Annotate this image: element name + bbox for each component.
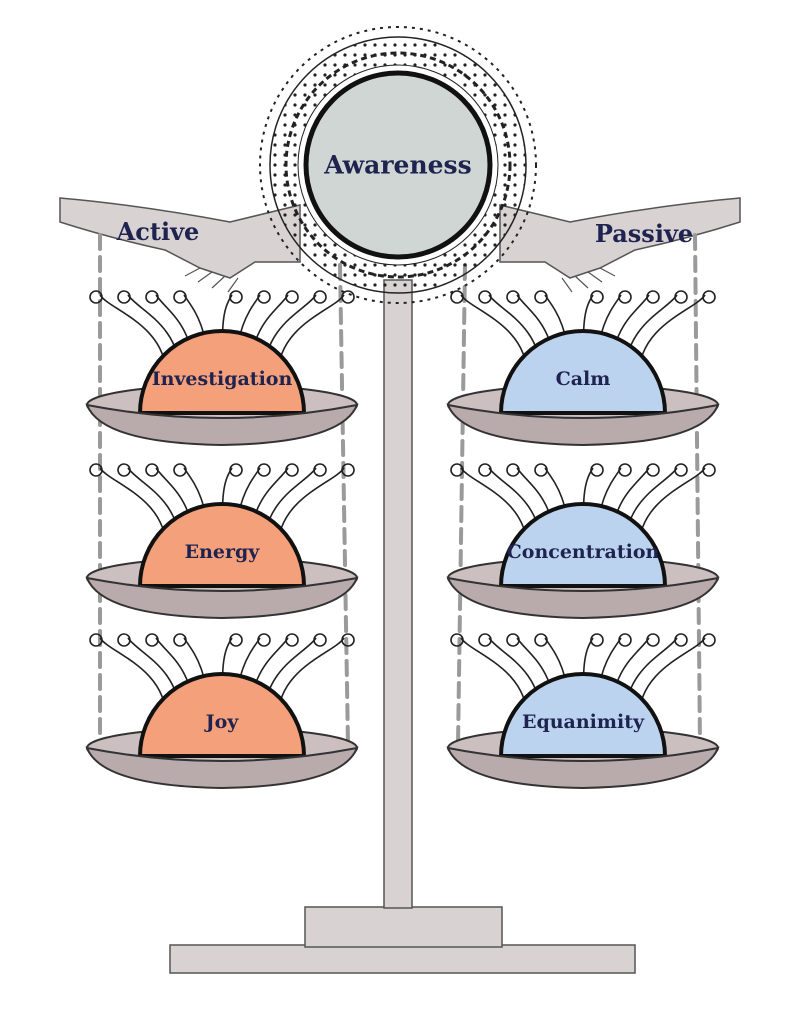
pan-body [85, 403, 359, 447]
factor-label: Investigation [152, 368, 293, 390]
scale-base [169, 944, 636, 974]
factor-dome [498, 672, 668, 758]
factor-label: Equanimity [522, 711, 645, 733]
pan-body [446, 746, 720, 790]
left-arm [59, 197, 301, 293]
factor-pans: Investigation Energy Joy Calm Concentration E… [85, 290, 720, 790]
chains [98, 233, 702, 747]
active-factor-pan: Joy [85, 633, 359, 790]
pan-body [446, 576, 720, 620]
factor-label: Concentration [507, 541, 660, 563]
scale-base-step [304, 906, 503, 948]
passive-factor-pan: Concentration [446, 463, 720, 620]
arm-label-active: Active [116, 217, 200, 246]
factor-dome [137, 502, 307, 588]
factor-label: Joy [204, 711, 240, 733]
scale-pole [383, 279, 413, 909]
factor-label: Energy [185, 541, 261, 563]
factor-label: Calm [556, 368, 611, 390]
pan-body [85, 746, 359, 790]
passive-factor-pan: Calm [446, 290, 720, 447]
awareness-label: Awareness [323, 151, 471, 180]
arm-label-passive: Passive [595, 219, 693, 248]
passive-factor-pan: Equanimity [446, 633, 720, 790]
factor-dome [137, 672, 307, 758]
active-factor-pan: Energy [85, 463, 359, 620]
awareness-circle [303, 70, 493, 260]
factor-dome [498, 329, 668, 415]
active-factor-pan: Investigation [85, 290, 359, 447]
pan-body [446, 403, 720, 447]
factor-dome [137, 329, 307, 415]
factor-dome [498, 502, 668, 588]
right-arm [499, 197, 741, 293]
pan-body [85, 576, 359, 620]
